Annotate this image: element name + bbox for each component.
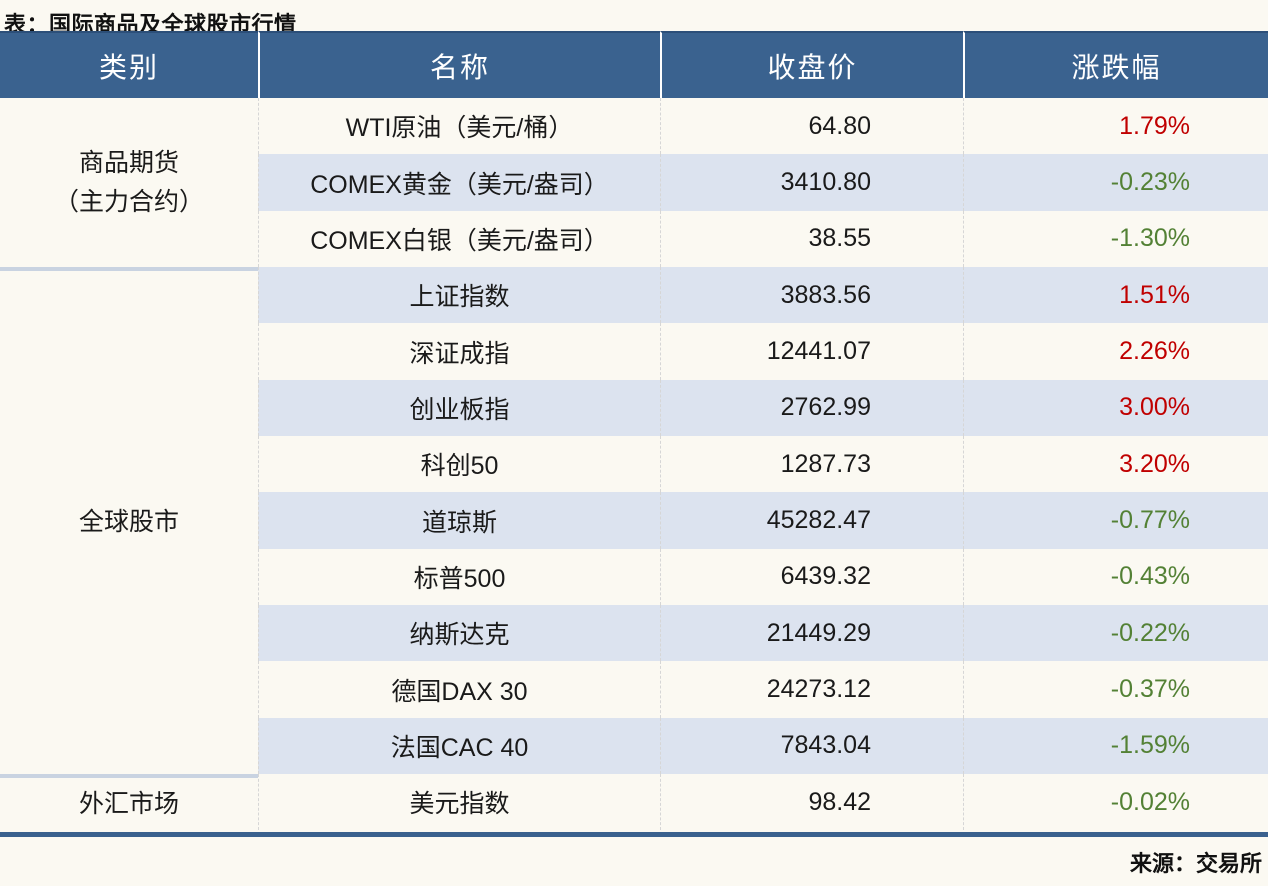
instrument-name: 标普500 [258,548,660,606]
close-price: 21449.29 [660,605,963,662]
category-label: 全球股市 [78,508,179,537]
instrument-name: 纳斯达克 [258,605,660,662]
change-percent: 2.26% [963,323,1268,380]
change-percent: 1.79% [963,98,1268,155]
close-price: 45282.47 [660,492,963,549]
category-label: 商品期货 [78,148,179,177]
change-percent: 3.20% [963,436,1268,493]
close-price: 3883.56 [660,267,963,324]
close-price: 64.80 [660,98,963,155]
instrument-name: COMEX白银（美元/盎司） [258,210,660,268]
header-name: 名称 [258,31,660,98]
change-percent: -0.77% [963,492,1268,549]
close-price: 98.42 [660,774,963,831]
change-percent: -0.37% [963,661,1268,718]
instrument-name: 创业板指 [258,379,660,437]
header-category: 类别 [0,31,258,98]
close-price: 7843.04 [660,717,963,775]
instrument-name: 科创50 [258,436,660,493]
instrument-name: 法国CAC 40 [258,717,660,775]
table-title: 表：国际商品及全球股市行情 [4,12,297,37]
close-price: 1287.73 [660,436,963,493]
change-percent: -1.59% [963,717,1268,775]
category-cell: 商品期货 （主力合约） [0,98,258,267]
instrument-name: COMEX黄金（美元/盎司） [258,154,660,211]
change-percent: -0.22% [963,605,1268,662]
accent-divider [0,832,1268,838]
close-price: 6439.32 [660,548,963,606]
instrument-name: 德国DAX 30 [258,661,660,718]
change-percent: 3.00% [963,379,1268,437]
header-close-price: 收盘价 [660,31,963,98]
close-price: 2762.99 [660,379,963,437]
close-price: 12441.07 [660,323,963,380]
instrument-name: 道琼斯 [258,492,660,549]
instrument-name: 上证指数 [258,267,660,324]
close-price: 3410.80 [660,154,963,211]
instrument-name: 深证成指 [258,323,660,380]
market-table: 类别 名称 收盘价 涨跌幅 WTI原油（美元/桶） 64.80 1.79% CO… [0,31,1268,831]
change-percent: -0.43% [963,548,1268,606]
change-percent: 1.51% [963,267,1268,324]
header-change-percent: 涨跌幅 [963,31,1268,98]
category-label: 外汇市场 [78,789,179,818]
close-price: 24273.12 [660,661,963,718]
instrument-name: WTI原油（美元/桶） [258,98,660,155]
change-percent: -0.23% [963,154,1268,211]
category-cell: 全球股市 [0,267,258,774]
close-price: 38.55 [660,210,963,268]
source-note: 来源：交易所 [1129,851,1262,877]
category-cell: 外汇市场 [0,774,258,830]
category-label: （主力合约） [53,187,204,216]
instrument-name: 美元指数 [258,774,660,831]
change-percent: -1.30% [963,210,1268,268]
change-percent: -0.02% [963,774,1268,831]
